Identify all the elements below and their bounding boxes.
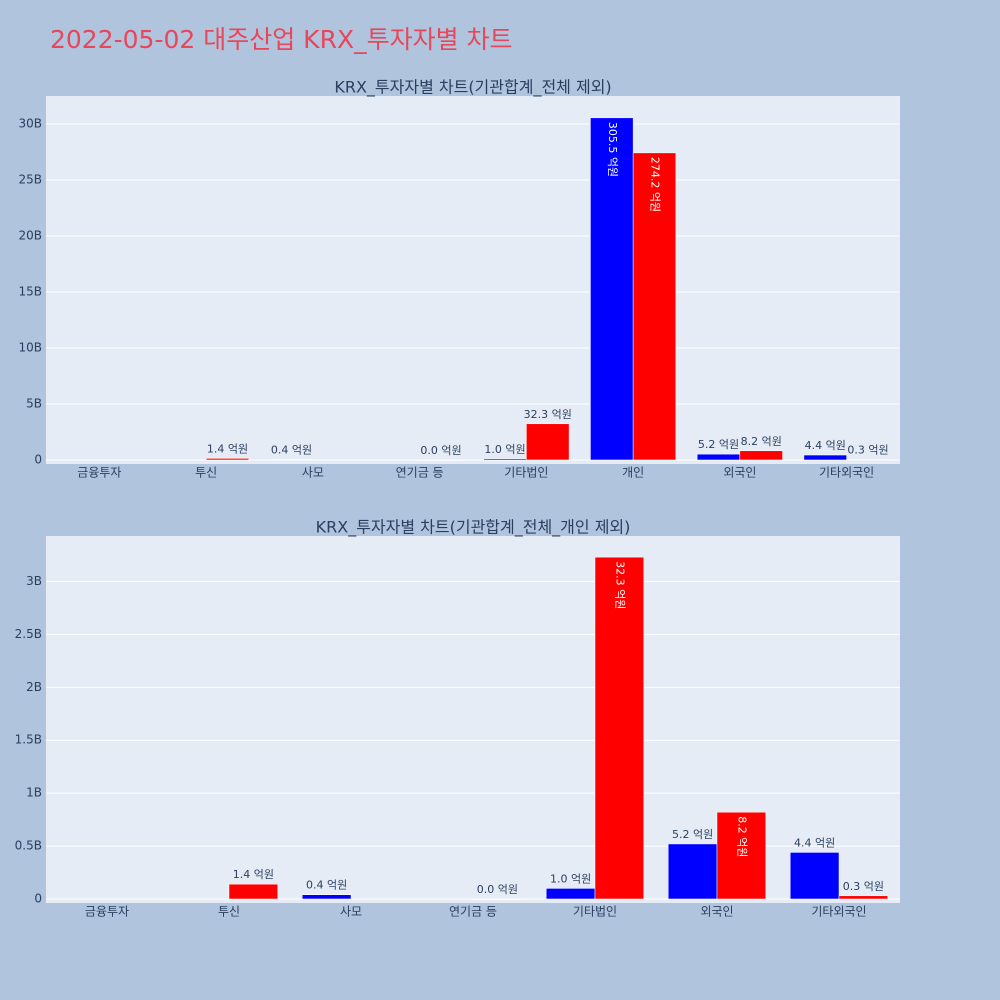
bar xyxy=(716,811,767,900)
y-tick-label: 1.5B xyxy=(15,733,42,747)
x-tick-label: 기타외국인 xyxy=(811,905,866,919)
bar xyxy=(526,423,570,461)
bar xyxy=(667,843,718,900)
bar xyxy=(205,458,250,461)
data-label: 0.3 억원 xyxy=(847,444,888,457)
chart-title: KRX_투자자별 차트(기관합계_전체 제외) xyxy=(334,78,611,98)
bar xyxy=(483,458,527,461)
x-tick-label: 개인 xyxy=(622,466,644,480)
bar xyxy=(632,152,677,461)
data-label: 0.4 억원 xyxy=(271,444,312,457)
data-label: 4.4 억원 xyxy=(794,836,835,849)
bar xyxy=(594,556,645,900)
data-label: 305.5 억원 xyxy=(606,122,619,177)
page-title: 2022-05-02 대주산업 KRX_투자자별 차트 xyxy=(50,25,513,54)
y-tick-label: 2B xyxy=(26,680,42,694)
bar xyxy=(789,852,840,900)
y-tick-label: 25B xyxy=(18,172,42,186)
bar xyxy=(590,117,634,461)
x-tick-label: 외국인 xyxy=(723,466,756,480)
y-tick-label: 0 xyxy=(34,891,42,905)
x-tick-label: 연기금 등 xyxy=(449,905,497,919)
x-tick-label: 기타법인 xyxy=(573,905,617,919)
bar xyxy=(472,898,523,900)
data-label: 0.4 억원 xyxy=(306,879,347,892)
x-tick-label: 금융투자 xyxy=(77,466,121,480)
data-label: 8.2 억원 xyxy=(741,435,782,448)
y-tick-label: 3B xyxy=(26,574,42,588)
y-tick-label: 5B xyxy=(26,396,42,410)
data-label: 274.2 억원 xyxy=(648,157,661,212)
bar xyxy=(301,894,352,900)
x-tick-label: 외국인 xyxy=(700,905,733,919)
data-label: 8.2 억원 xyxy=(735,816,748,857)
data-label: 0.0 억원 xyxy=(477,883,518,896)
y-tick-label: 0.5B xyxy=(15,839,42,853)
y-tick-label: 20B xyxy=(18,228,42,242)
data-label: 0.0 억원 xyxy=(420,444,461,457)
x-tick-label: 기타외국인 xyxy=(819,466,874,480)
data-label: 5.2 억원 xyxy=(672,828,713,841)
x-tick-label: 투신 xyxy=(195,466,217,480)
bar xyxy=(803,454,847,461)
y-tick-label: 15B xyxy=(18,284,42,298)
x-tick-label: 기타법인 xyxy=(504,466,548,480)
x-tick-label: 투신 xyxy=(218,905,240,919)
bar xyxy=(269,459,314,461)
plot-area xyxy=(46,96,900,464)
bar xyxy=(228,883,279,900)
bar xyxy=(419,459,463,461)
data-label: 5.2 억원 xyxy=(698,438,739,451)
y-tick-label: 30B xyxy=(18,116,42,130)
y-tick-label: 0 xyxy=(34,452,42,466)
y-tick-label: 2.5B xyxy=(15,627,42,641)
data-label: 1.0 억원 xyxy=(550,872,591,885)
bar xyxy=(846,459,890,461)
data-label: 32.3 억원 xyxy=(613,561,626,609)
bar xyxy=(838,895,889,900)
data-label: 1.4 억원 xyxy=(207,442,248,455)
data-label: 4.4 억원 xyxy=(805,439,846,452)
data-label: 0.3 억원 xyxy=(843,880,884,893)
data-label: 1.0 억원 xyxy=(484,443,525,456)
x-tick-label: 사모 xyxy=(302,466,324,480)
data-label: 1.4 억원 xyxy=(233,868,274,881)
chart-title: KRX_투자자별 차트(기관합계_전체_개인 제외) xyxy=(316,518,631,538)
y-tick-label: 1B xyxy=(26,786,42,800)
bar xyxy=(545,888,596,900)
x-tick-label: 금융투자 xyxy=(85,905,129,919)
bar xyxy=(696,453,741,461)
bar xyxy=(739,450,783,461)
y-tick-label: 10B xyxy=(18,340,42,354)
data-label: 32.3 억원 xyxy=(524,408,572,421)
plot-area xyxy=(46,536,900,903)
x-tick-label: 연기금 등 xyxy=(396,466,444,480)
x-tick-label: 사모 xyxy=(340,905,362,919)
